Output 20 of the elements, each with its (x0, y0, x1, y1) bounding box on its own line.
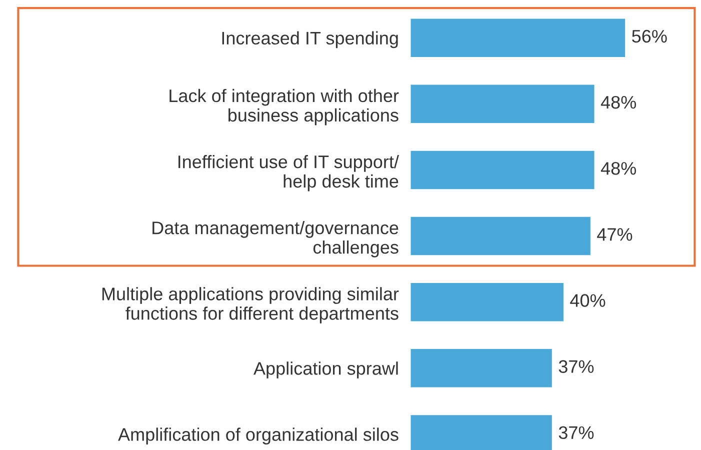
data-label: 37% (558, 360, 594, 373)
y-tick-label: Amplification of organizational silos (118, 428, 398, 444)
bar (410, 215, 592, 257)
bar (410, 348, 554, 389)
data-label: 40% (570, 294, 606, 307)
bar (410, 18, 626, 58)
bar (410, 282, 565, 323)
y-tick-label: Data management/governance challenges (152, 221, 398, 258)
bar (410, 149, 596, 190)
y-tick-label: Increased IT spending (222, 31, 398, 48)
y-tick-label: Inefficient use of IT support/ help desk time (178, 154, 399, 192)
data-label: 47% (597, 228, 632, 241)
bar (410, 83, 596, 124)
data-label: 48% (600, 162, 636, 175)
data-label: 48% (600, 96, 636, 109)
data-label: 37% (558, 426, 594, 440)
y-tick-label: Lack of integration with other business applications (170, 88, 399, 126)
y-tick-label: Multiple applications providing similar functions for different departments (102, 287, 399, 324)
y-tick-label: Application sprawl (253, 362, 398, 378)
data-label: 56% (632, 30, 667, 43)
